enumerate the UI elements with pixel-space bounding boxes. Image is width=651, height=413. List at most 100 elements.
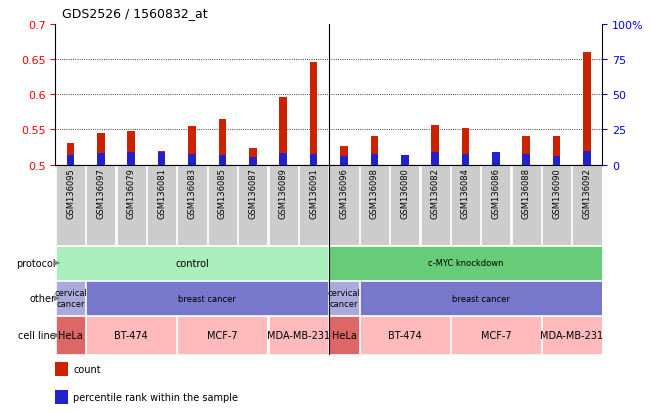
Bar: [56, 282, 85, 315]
Bar: [360, 165, 389, 246]
Bar: [56, 317, 85, 354]
Bar: [360, 317, 450, 354]
Bar: [87, 317, 176, 354]
Bar: [340, 146, 348, 165]
Bar: [462, 154, 469, 165]
Bar: [238, 165, 268, 246]
Bar: [299, 165, 328, 246]
Text: BT-474: BT-474: [388, 330, 422, 341]
Bar: [55, 363, 68, 376]
Text: GSM136084: GSM136084: [461, 168, 470, 218]
Bar: [583, 151, 591, 165]
Bar: [117, 165, 146, 246]
Text: cell line: cell line: [18, 330, 56, 341]
Bar: [56, 247, 328, 280]
Text: GDS2526 / 1560832_at: GDS2526 / 1560832_at: [62, 7, 208, 20]
Bar: [432, 126, 439, 165]
Bar: [542, 317, 602, 354]
Bar: [178, 317, 268, 354]
Bar: [329, 317, 359, 354]
Text: breast cancer: breast cancer: [452, 294, 510, 303]
Bar: [370, 154, 378, 165]
Text: other: other: [30, 293, 56, 304]
Text: breast cancer: breast cancer: [178, 294, 236, 303]
Bar: [147, 165, 176, 246]
Text: control: control: [175, 258, 209, 268]
Bar: [55, 390, 68, 404]
Bar: [188, 126, 196, 165]
Text: cervical
cancer: cervical cancer: [54, 289, 87, 308]
Text: GSM136087: GSM136087: [248, 168, 257, 218]
Bar: [329, 165, 359, 246]
Bar: [329, 247, 602, 280]
Bar: [340, 157, 348, 165]
Bar: [370, 136, 378, 165]
Text: cervical
cancer: cervical cancer: [327, 289, 361, 308]
Bar: [219, 155, 227, 165]
Bar: [401, 155, 409, 165]
Bar: [128, 131, 135, 165]
Bar: [522, 154, 530, 165]
Bar: [87, 165, 115, 246]
Bar: [390, 165, 419, 246]
Text: GSM136089: GSM136089: [279, 168, 288, 218]
Text: GSM136086: GSM136086: [492, 168, 501, 218]
Text: GSM136088: GSM136088: [521, 168, 531, 218]
Bar: [279, 98, 287, 165]
Bar: [128, 152, 135, 165]
Bar: [360, 282, 602, 315]
Bar: [269, 165, 298, 246]
Bar: [158, 152, 165, 165]
Bar: [97, 133, 105, 165]
Bar: [208, 165, 237, 246]
Bar: [67, 155, 74, 165]
Text: GSM136092: GSM136092: [583, 168, 592, 218]
Text: GSM136079: GSM136079: [127, 168, 136, 218]
Bar: [451, 317, 541, 354]
Text: count: count: [74, 364, 101, 374]
Bar: [481, 165, 510, 246]
Text: protocol: protocol: [16, 258, 56, 268]
Bar: [451, 165, 480, 246]
Text: GSM136096: GSM136096: [339, 168, 348, 218]
Text: MDA-MB-231: MDA-MB-231: [267, 330, 330, 341]
Text: GSM136080: GSM136080: [400, 168, 409, 218]
Text: GSM136082: GSM136082: [430, 168, 439, 218]
Text: percentile rank within the sample: percentile rank within the sample: [74, 392, 238, 402]
Text: c-MYC knockdown: c-MYC knockdown: [428, 259, 503, 268]
Bar: [462, 129, 469, 165]
Bar: [572, 165, 602, 246]
Bar: [512, 165, 541, 246]
Bar: [329, 282, 359, 315]
Bar: [158, 151, 165, 165]
Text: GSM136081: GSM136081: [157, 168, 166, 218]
Text: HeLa: HeLa: [331, 330, 356, 341]
Bar: [97, 154, 105, 165]
Bar: [542, 165, 571, 246]
Bar: [269, 317, 328, 354]
Text: GSM136095: GSM136095: [66, 168, 75, 218]
Bar: [249, 149, 256, 165]
Bar: [249, 157, 256, 165]
Text: GSM136098: GSM136098: [370, 168, 379, 218]
Text: GSM136091: GSM136091: [309, 168, 318, 218]
Bar: [67, 144, 74, 165]
Text: BT-474: BT-474: [115, 330, 148, 341]
Text: GSM136083: GSM136083: [187, 168, 197, 218]
Text: HeLa: HeLa: [58, 330, 83, 341]
Bar: [421, 165, 450, 246]
Text: GSM136097: GSM136097: [96, 168, 105, 218]
Text: MCF-7: MCF-7: [207, 330, 238, 341]
Bar: [87, 282, 328, 315]
Text: GSM136085: GSM136085: [218, 168, 227, 218]
Bar: [188, 154, 196, 165]
Bar: [492, 153, 500, 165]
Text: GSM136090: GSM136090: [552, 168, 561, 218]
Bar: [279, 154, 287, 165]
Bar: [492, 152, 500, 165]
Bar: [56, 165, 85, 246]
Bar: [522, 137, 530, 165]
Bar: [432, 152, 439, 165]
Bar: [553, 157, 561, 165]
Bar: [553, 137, 561, 165]
